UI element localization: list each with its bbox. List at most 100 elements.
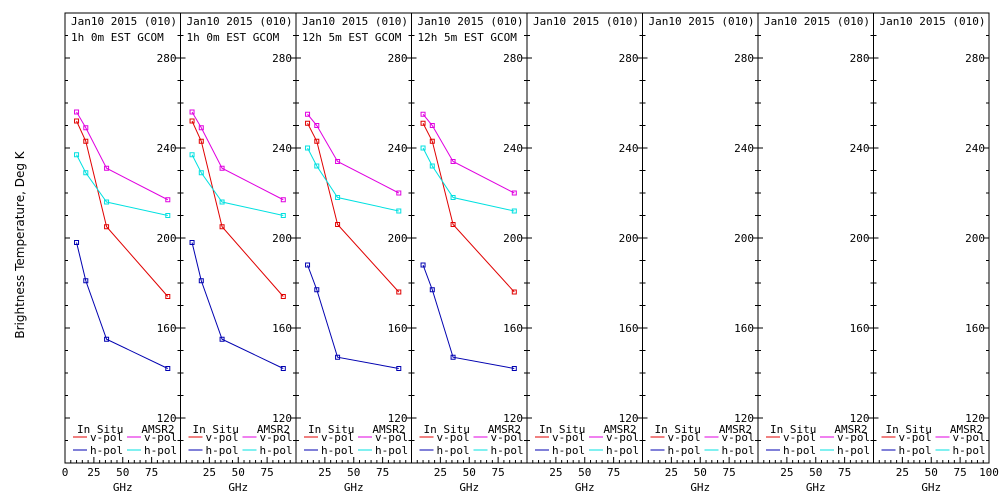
data-point-h_insitu <box>198 278 204 284</box>
x-tick-label: 50 <box>232 466 245 479</box>
data-point-h_insitu <box>314 287 320 293</box>
x-tick-label: 25 <box>780 466 793 479</box>
x-tick-label: 75 <box>376 466 389 479</box>
legend-in-situ-title: In Situ <box>655 423 701 436</box>
x-tick-label: 75 <box>838 466 851 479</box>
legend-label-insitu-h-pol: h-pol <box>90 444 123 457</box>
y-tick-label: 160 <box>619 322 639 335</box>
data-point-v_amsr2 <box>429 123 435 128</box>
series-line-v_insitu <box>191 120 284 297</box>
data-point-v_amsr2 <box>396 190 402 196</box>
panel-8: Jan10 2015 (010) 120 160 200 240 280 25 50 75 100… <box>873 12 999 494</box>
panel-header-date: Jan10 2015 (010) <box>533 15 639 28</box>
y-tick-label: 120 <box>272 412 292 425</box>
x-tick-label: 75 <box>607 466 620 479</box>
panel-1: Jan10 2015 (010) 1h 0m EST GCOM 120 160 200 2… <box>62 12 181 494</box>
x-tick-label: 50 <box>347 466 360 479</box>
data-point-h_amsr2 <box>450 195 456 200</box>
y-tick-label: 200 <box>850 232 870 245</box>
legend-label-insitu-v-pol: v-pol <box>552 431 585 444</box>
series-line-v_amsr2 <box>307 113 400 194</box>
x-tick-label: 50 <box>809 466 822 479</box>
data-point-h_amsr2 <box>74 152 80 158</box>
data-point-h_amsr2 <box>511 208 517 214</box>
y-tick-label: 200 <box>272 232 292 245</box>
legend-label-insitu-h-pol: h-pol <box>899 444 932 457</box>
series-line-h_insitu <box>76 242 169 369</box>
y-tick-label: 240 <box>850 142 870 155</box>
legend-label-amsr2-h-pol: h-pol <box>606 444 639 457</box>
data-point-h_insitu <box>165 366 171 371</box>
data-point-v_insitu <box>83 138 89 144</box>
y-tick-label: 160 <box>388 322 408 335</box>
x-tick-label: 75 <box>492 466 505 479</box>
legend-label-amsr2-v-pol: v-pol <box>144 431 177 444</box>
y-tick-label: 280 <box>850 52 870 65</box>
series-line-v_amsr2 <box>422 113 515 194</box>
data-point-h_insitu <box>429 287 435 293</box>
y-tick-label: 240 <box>734 142 754 155</box>
y-tick-label: 280 <box>157 52 177 65</box>
data-point-h_insitu <box>219 336 225 342</box>
y-tick-label: 280 <box>272 52 292 65</box>
x-axis-label: GHz <box>459 481 479 494</box>
x-tick-label: 100 <box>979 466 999 479</box>
x-tick-label: 25 <box>665 466 678 479</box>
y-tick-label: 120 <box>388 412 408 425</box>
data-point-h_insitu <box>74 240 80 245</box>
y-tick-label: 160 <box>272 322 292 335</box>
y-tick-label: 240 <box>503 142 523 155</box>
legend-label-amsr2-v-pol: v-pol <box>260 431 293 444</box>
series-line-h_amsr2 <box>76 154 168 216</box>
panel-6: Jan10 2015 (010) 120 160 200 240 280 25 50 75 GHz… <box>642 12 759 494</box>
data-point-h_amsr2 <box>396 208 402 214</box>
series-line-v_amsr2 <box>191 111 284 201</box>
panel-2: Jan10 2015 (010) 1h 0m EST GCOM 120 160 200 2… <box>180 12 297 494</box>
data-point-h_amsr2 <box>198 170 204 176</box>
y-tick-label: 200 <box>734 232 754 245</box>
data-point-v_amsr2 <box>198 125 204 131</box>
data-point-h_amsr2 <box>83 170 89 176</box>
series-line-h_insitu <box>422 264 515 369</box>
series-line-v_insitu <box>422 123 515 293</box>
legend-label-insitu-v-pol: v-pol <box>90 431 123 444</box>
panel-5: Jan10 2015 (010) 120 160 200 240 280 25 50 75 GHz… <box>526 12 643 494</box>
x-tick-label: 75 <box>261 466 274 479</box>
y-tick-label: 240 <box>965 142 985 155</box>
panel-4: Jan10 2015 (010) 12h 5m EST GCOM 120 160 200… <box>411 12 528 494</box>
panel-header-date: Jan10 2015 (010) <box>880 15 986 28</box>
data-point-v_amsr2 <box>305 111 311 117</box>
x-axis-label: GHz <box>228 481 248 494</box>
x-axis-label: GHz <box>690 481 710 494</box>
x-axis-label: GHz <box>921 481 941 494</box>
legend-label-insitu-h-pol: h-pol <box>206 444 239 457</box>
y-tick-label: 200 <box>965 232 985 245</box>
series-line-v_insitu <box>76 120 169 297</box>
y-tick-label: 200 <box>388 232 408 245</box>
panel-header-info: 12h 5m EST GCOM <box>418 31 518 44</box>
y-tick-label: 280 <box>619 52 639 65</box>
y-tick-label: 160 <box>503 322 523 335</box>
data-point-v_insitu <box>420 120 426 126</box>
x-tick-label: 0 <box>62 466 69 479</box>
data-point-h_amsr2 <box>165 213 171 218</box>
x-axis-label: GHz <box>344 481 364 494</box>
data-point-v_insitu <box>305 120 311 126</box>
legend-in-situ-title: In Situ <box>539 423 585 436</box>
y-tick-label: 200 <box>157 232 177 245</box>
panel-header-info: 1h 0m EST GCOM <box>71 31 164 44</box>
legend-label-amsr2-v-pol: v-pol <box>491 431 524 444</box>
panel-header-date: Jan10 2015 (010) <box>71 15 177 28</box>
data-point-v_insitu <box>396 289 402 295</box>
y-tick-label: 120 <box>734 412 754 425</box>
series-line-h_insitu <box>307 264 399 369</box>
y-tick-label: 160 <box>965 322 985 335</box>
data-point-h_amsr2 <box>429 163 435 169</box>
data-point-v_insitu <box>104 224 110 230</box>
data-point-v_amsr2 <box>450 159 456 164</box>
legend-label-amsr2-h-pol: h-pol <box>837 444 870 457</box>
data-point-v_insitu <box>335 222 341 227</box>
